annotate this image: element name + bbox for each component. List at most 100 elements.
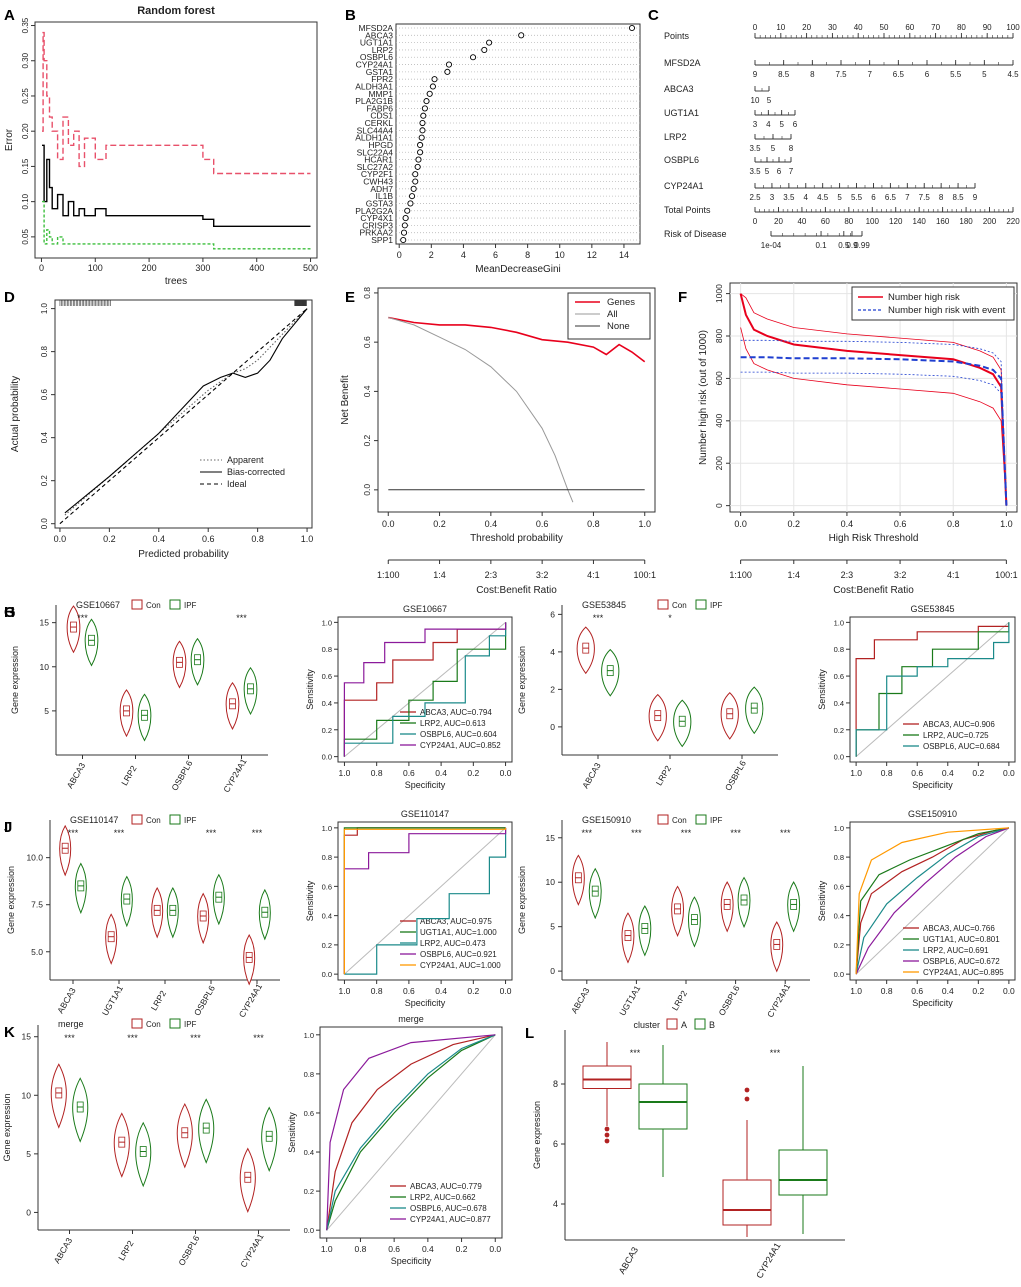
box-a — [582, 1065, 632, 1089]
high-risk-upper — [740, 293, 1007, 506]
y-tick-label: 0.8 — [834, 853, 844, 862]
gene-label: SLC22A4 — [357, 147, 394, 157]
gene-tick-label: OSBPL6 — [716, 983, 741, 1017]
x-tick-label: 500 — [303, 263, 318, 273]
nomogram-tick-label: 7 — [867, 70, 872, 79]
x-tick-label: 1.0 — [321, 1244, 333, 1254]
importance-point — [423, 98, 430, 105]
cb-tick-label: 4:1 — [587, 570, 600, 580]
y-tick-label: 0.6 — [304, 1109, 314, 1118]
y-tick-label: 1.0 — [40, 302, 49, 314]
x-tick-label: 0.6 — [202, 534, 215, 544]
nomogram-tick-label: 80 — [957, 23, 966, 32]
cb-tick-label: 100:1 — [995, 570, 1018, 580]
series-all — [388, 317, 574, 503]
x-tick-label: 0.8 — [371, 986, 383, 996]
x-tick-label: 0.4 — [435, 986, 447, 996]
legend-auc-label: ABCA3, AUC=0.766 — [923, 924, 995, 933]
legend-ipf-key — [695, 814, 707, 825]
nomogram-tick-label: 4 — [804, 193, 809, 202]
gene-tick-label: ABCA3 — [55, 986, 78, 1015]
gene-label: CWH43 — [363, 177, 393, 187]
y-tick-label: 6 — [550, 609, 555, 619]
y-tick-label: 0.8 — [40, 346, 49, 358]
panel-label-D: D — [4, 289, 15, 306]
significance-mark: *** — [68, 828, 79, 838]
box-a — [722, 1179, 772, 1226]
gene-label: CERKL — [365, 118, 394, 128]
y-tick-label: 0.10 — [21, 193, 30, 209]
y-tick-label: 0.4 — [40, 432, 49, 444]
importance-point — [400, 236, 407, 244]
y-tick-label: 0.8 — [362, 287, 372, 299]
nomogram-tick-label: 0.1 — [815, 241, 827, 250]
y-tick-label: 0.6 — [322, 882, 332, 891]
x-tick-label: 0.8 — [371, 768, 383, 778]
gene-tick-label: LRP2 — [654, 764, 673, 788]
roc-frame — [849, 616, 1016, 763]
outlier — [744, 1096, 750, 1102]
nomogram-tick-label: 8.5 — [778, 70, 790, 79]
significance-mark: *** — [236, 613, 247, 623]
reference-diagonal — [326, 1034, 496, 1231]
nomogram-row-label: UGT1A1 — [664, 108, 699, 118]
y-tick-label: 1000 — [714, 284, 724, 303]
x-tick-label: 14 — [619, 250, 629, 260]
legend-ipf: IPF — [710, 601, 723, 610]
y-tick-label: 10.0 — [26, 853, 43, 863]
series-number-high-risk — [739, 293, 1008, 506]
y-tick-label: 1.0 — [304, 1031, 314, 1040]
roc-curve-osbpl6 — [343, 622, 507, 757]
y-tick-label: 0.15 — [21, 158, 30, 174]
y-tick-label: 0.20 — [21, 123, 30, 139]
significance-mark: * — [668, 613, 672, 623]
nomogram-tick-label: 80 — [844, 217, 853, 226]
nomogram-tick-label: 100 — [1006, 23, 1020, 32]
importance-point — [420, 112, 427, 119]
gene-label: SLC27A2 — [357, 162, 394, 172]
legend-auc-label: ABCA3, AUC=0.975 — [420, 917, 492, 926]
legend-con-key — [131, 814, 143, 825]
nomogram-tick-label: 4.5 — [1007, 70, 1019, 79]
significance-mark: *** — [252, 828, 263, 838]
y-tick-label: 7.5 — [31, 900, 43, 910]
y-tick-label: 0 — [550, 966, 555, 976]
x-tick-label: 0.2 — [467, 986, 479, 996]
y-tick-label: 400 — [714, 413, 724, 427]
legend-con-key — [131, 599, 143, 610]
legend-a-key — [666, 1018, 678, 1030]
gene-tick-label: LRP2 — [116, 1239, 135, 1263]
reference-diagonal — [855, 621, 1010, 758]
cb-tick-label: 3:2 — [894, 570, 907, 580]
nomogram-tick-label: 30 — [828, 23, 837, 32]
significance-mark: *** — [127, 1033, 138, 1043]
legend-label: Number high risk — [888, 292, 960, 303]
y-tick-label: 5 — [44, 706, 49, 716]
legend-auc-label: OSBPL6, AUC=0.672 — [923, 957, 1000, 966]
nomogram-row-label: CYP24A1 — [664, 181, 704, 191]
gene-tick-label: OSBPL6 — [723, 758, 748, 792]
nomogram-row-label: OSBPL6 — [664, 155, 699, 165]
roc-frame — [337, 616, 513, 763]
y-tick-label: 0.8 — [322, 853, 332, 862]
legend-auc-label: OSBPL6, AUC=0.604 — [420, 730, 497, 739]
legend-ipf: IPF — [184, 601, 197, 610]
x-tick-label: 0 — [39, 263, 44, 273]
x-tick-label: 0 — [397, 250, 402, 260]
x-tick-label: 0.4 — [485, 519, 498, 529]
panel-label-B: B — [345, 7, 356, 24]
x-tick-label: 400 — [249, 263, 264, 273]
legend-auc-label: LRP2, AUC=0.725 — [923, 731, 989, 740]
nomogram-tick-label: 200 — [983, 217, 997, 226]
x-tick-label: 0.0 — [1003, 768, 1015, 778]
nomogram-tick-label: 9 — [973, 193, 978, 202]
cb-axis-label: Cost:Benefit Ratio — [476, 585, 557, 596]
x-tick-label: 0.4 — [422, 1244, 434, 1254]
y-tick-label: 0.4 — [322, 912, 332, 921]
legend-title: cluster — [633, 1020, 660, 1030]
y-axis-label: Gene expression — [10, 646, 20, 714]
importance-point — [429, 83, 436, 90]
y-tick-label: 5 — [550, 922, 555, 932]
y-tick-label: 0.4 — [362, 385, 372, 397]
x-tick-label: 0.0 — [489, 1244, 501, 1254]
